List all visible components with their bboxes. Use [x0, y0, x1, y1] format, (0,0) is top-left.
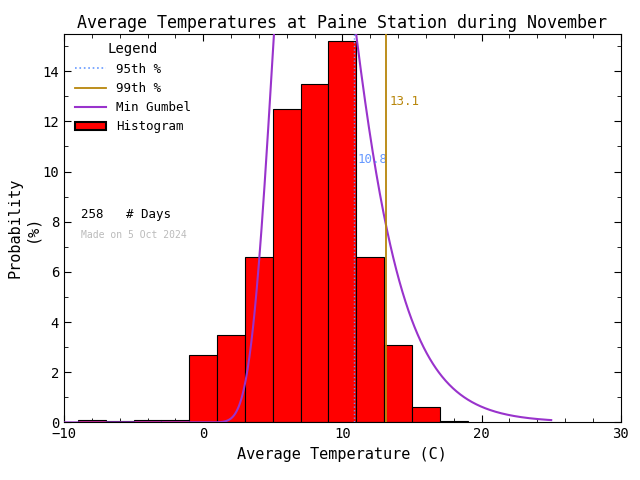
Legend: 95th %, 99th %, Min Gumbel, Histogram: 95th %, 99th %, Min Gumbel, Histogram — [70, 37, 196, 139]
Bar — [356, 257, 384, 422]
Bar — [328, 41, 356, 422]
Bar — [217, 335, 245, 422]
Bar — [134, 420, 161, 422]
Bar — [161, 420, 189, 422]
Bar — [106, 421, 134, 422]
Bar — [301, 84, 328, 422]
Text: Made on 5 Oct 2024: Made on 5 Oct 2024 — [81, 230, 186, 240]
Y-axis label: Probability
(%): Probability (%) — [7, 178, 40, 278]
Title: Average Temperatures at Paine Station during November: Average Temperatures at Paine Station du… — [77, 14, 607, 32]
X-axis label: Average Temperature (C): Average Temperature (C) — [237, 447, 447, 462]
Text: 10.8: 10.8 — [358, 153, 388, 166]
Bar — [412, 408, 440, 422]
Bar — [189, 355, 217, 422]
Bar — [384, 345, 412, 422]
Text: 258   # Days: 258 # Days — [81, 208, 171, 221]
Bar — [78, 420, 106, 422]
Bar — [440, 421, 468, 422]
Bar — [245, 257, 273, 422]
Bar — [273, 109, 301, 422]
Text: 13.1: 13.1 — [390, 95, 420, 108]
